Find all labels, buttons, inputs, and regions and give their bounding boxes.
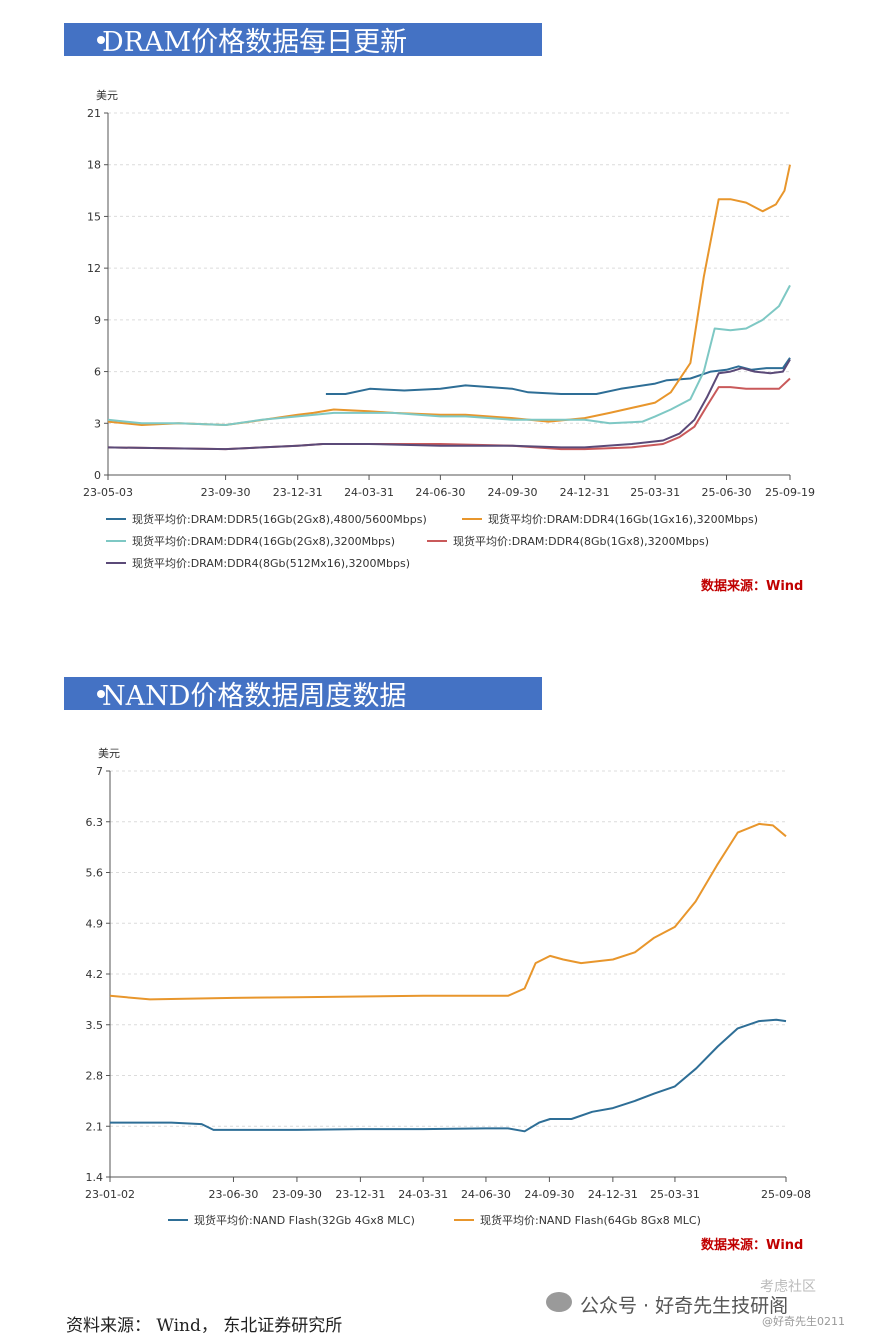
- series-line-0-2: [107, 284, 791, 426]
- x-tick-label: 23-09-30: [272, 1188, 322, 1201]
- legend-label: 现货平均价:DRAM:DDR4(16Gb(1Gx16),3200Mbps): [488, 513, 759, 526]
- legend-item: 现货平均价:DRAM:DDR4(8Gb(1Gx8),3200Mbps): [427, 533, 709, 549]
- x-tick-label: 24-12-31: [588, 1188, 638, 1201]
- legend-swatch: [106, 562, 126, 564]
- legend-label: 现货平均价:NAND Flash(64Gb 8Gx8 MLC): [480, 1214, 701, 1227]
- nand-data-source: 数据来源：Wind: [701, 1238, 804, 1253]
- nand-section-banner: NAND价格数据周度数据: [64, 677, 542, 712]
- y-axis-unit-label: 美元: [98, 747, 120, 760]
- y-tick-label: 2.1: [86, 1120, 104, 1133]
- y-tick-label: 4.2: [86, 968, 104, 981]
- legend-swatch: [454, 1219, 474, 1221]
- series-line-1-1: [109, 822, 787, 1001]
- legend-swatch: [427, 540, 447, 542]
- legend-item: 现货平均价:NAND Flash(64Gb 8Gx8 MLC): [454, 1212, 701, 1228]
- x-tick-label: 25-06-30: [702, 486, 752, 499]
- x-tick-label: 24-06-30: [415, 486, 465, 499]
- y-tick-label: 7: [96, 765, 103, 778]
- watermark-brand: 考虑社区: [760, 1279, 816, 1295]
- series-line-1-0: [110, 1018, 787, 1133]
- x-tick-label: 23-09-30: [201, 486, 251, 499]
- y-tick-label: 21: [87, 107, 101, 120]
- legend-swatch: [106, 540, 126, 542]
- x-tick-label: 25-09-19: [765, 486, 815, 499]
- x-tick-label: 25-03-31: [650, 1188, 700, 1201]
- dram-data-source: 数据来源：Wind: [701, 579, 804, 594]
- legend-label: 现货平均价:DRAM:DDR4(16Gb(2Gx8),3200Mbps): [132, 535, 396, 548]
- x-tick-label: 23-05-03: [83, 486, 133, 499]
- legend-item: 现货平均价:DRAM:DDR4(8Gb(512Mx16),3200Mbps): [106, 555, 410, 571]
- y-tick-label: 3: [94, 417, 101, 430]
- legend-swatch: [168, 1219, 188, 1221]
- dram-section-banner: DRAM价格数据每日更新: [64, 23, 542, 58]
- wechat-icon: [546, 1292, 572, 1312]
- legend-swatch: [462, 518, 482, 520]
- legend-label: 现货平均价:DRAM:DDR5(16Gb(2Gx8),4800/5600Mbps…: [132, 513, 427, 526]
- x-tick-label: 24-06-30: [461, 1188, 511, 1201]
- y-tick-label: 12: [87, 262, 101, 275]
- legend-swatch: [106, 518, 126, 520]
- legend-item: 现货平均价:DRAM:DDR4(16Gb(1Gx16),3200Mbps): [462, 511, 758, 527]
- y-tick-label: 1.4: [86, 1171, 104, 1184]
- x-tick-label: 23-12-31: [273, 486, 323, 499]
- y-tick-label: 6: [94, 366, 101, 379]
- nand-banner-title: NAND价格数据周度数据: [102, 681, 407, 712]
- y-tick-label: 5.6: [86, 867, 104, 880]
- series-line-0-1: [107, 164, 791, 426]
- y-tick-label: 15: [87, 210, 101, 223]
- x-tick-label: 23-01-02: [85, 1188, 135, 1201]
- x-tick-label: 25-03-31: [630, 486, 680, 499]
- bullet-icon: [97, 689, 105, 698]
- x-tick-label: 24-03-31: [398, 1188, 448, 1201]
- legend-label: 现货平均价:DRAM:DDR4(8Gb(512Mx16),3200Mbps): [132, 557, 411, 570]
- x-tick-label: 23-12-31: [335, 1188, 385, 1201]
- bullet-icon: [97, 35, 105, 44]
- x-tick-label: 23-06-30: [209, 1188, 259, 1201]
- y-axis-unit-label: 美元: [96, 89, 118, 102]
- x-tick-label: 24-09-30: [488, 486, 538, 499]
- watermark-tag: @好奇先生0211: [762, 1315, 845, 1328]
- y-tick-label: 4.9: [86, 917, 104, 930]
- legend-item: 现货平均价:DRAM:DDR4(16Gb(2Gx8),3200Mbps): [106, 533, 395, 549]
- nand-price-chart: 美元 1.4 2.1 2.8 3.5 4.2 4.9 5.6 6.3 7 23-01-02 23-06…: [85, 747, 811, 1201]
- legend-item: 现货平均价:NAND Flash(32Gb 4Gx8 MLC): [168, 1212, 415, 1228]
- y-tick-label: 0: [94, 469, 101, 482]
- y-tick-label: 9: [94, 314, 101, 327]
- x-tick-label: 24-03-31: [344, 486, 394, 499]
- dram-banner-title: DRAM价格数据每日更新: [102, 27, 408, 58]
- x-tick-label: 24-12-31: [560, 486, 610, 499]
- footer-source-note: 资料来源： Wind， 东北证券研究所: [66, 1316, 343, 1336]
- x-tick-label: 24-09-30: [524, 1188, 574, 1201]
- legend-item: 现货平均价:DRAM:DDR5(16Gb(2Gx8),4800/5600Mbps…: [106, 511, 427, 527]
- y-tick-label: 6.3: [86, 816, 104, 829]
- x-tick-label: 25-09-08: [761, 1188, 811, 1201]
- y-tick-label: 3.5: [86, 1019, 104, 1032]
- dram-price-chart: 美元 0 3 6 9 12 15 18 21 23-05-03 23-09-30 23-12-31 24…: [83, 89, 815, 499]
- series-line-0-4: [107, 358, 791, 451]
- legend-label: 现货平均价:DRAM:DDR4(8Gb(1Gx8),3200Mbps): [453, 535, 710, 548]
- y-tick-label: 2.8: [86, 1070, 104, 1083]
- y-tick-label: 18: [87, 159, 101, 172]
- legend-label: 现货平均价:NAND Flash(32Gb 4Gx8 MLC): [194, 1214, 415, 1227]
- series-line-0-0: [325, 357, 791, 395]
- watermark-text: 公众号 · 好奇先生技研阁: [580, 1295, 789, 1317]
